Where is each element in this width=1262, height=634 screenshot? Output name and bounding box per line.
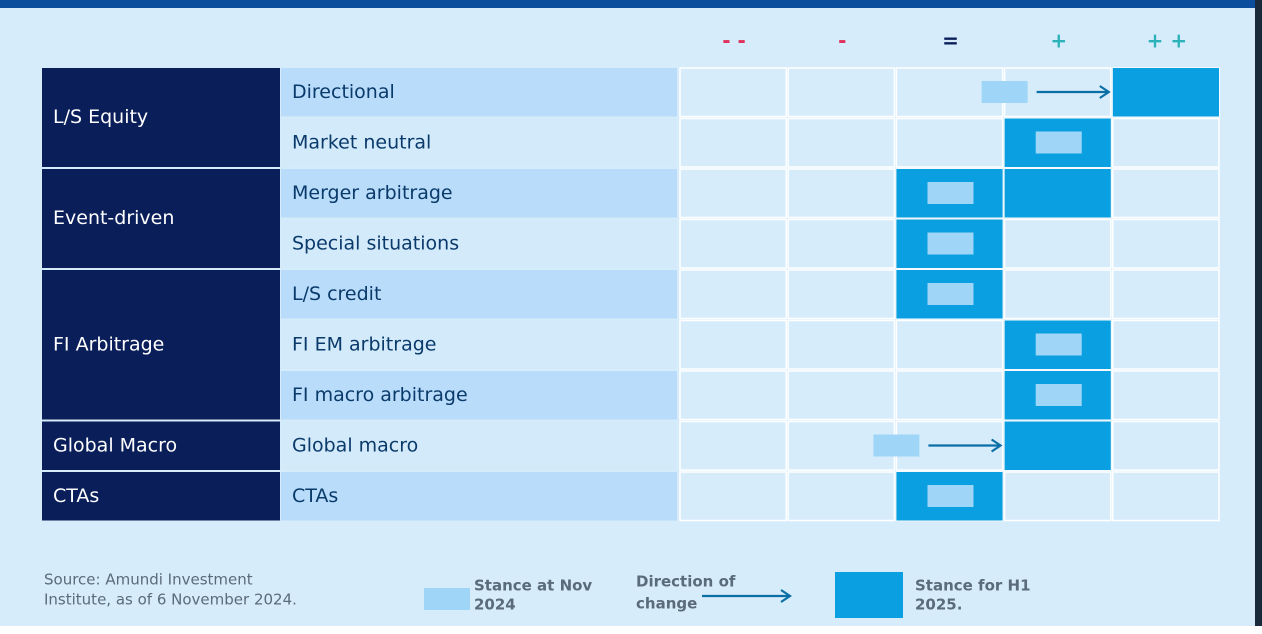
row-label-cell xyxy=(281,219,677,268)
group-label: Event-driven xyxy=(53,207,174,229)
grid-cell xyxy=(679,420,787,471)
grid-cell xyxy=(679,471,787,522)
grid-cell xyxy=(1003,218,1112,269)
scale-label: = xyxy=(942,29,959,53)
legend-label: Direction of xyxy=(636,573,736,591)
grid-cell xyxy=(787,269,896,320)
group-cell xyxy=(42,472,280,521)
grid-cell xyxy=(679,269,787,320)
now-stance xyxy=(1035,384,1082,406)
source: Source: Amundi Investment xyxy=(44,571,253,589)
grid-cell xyxy=(895,117,1004,168)
grid-cell xyxy=(895,319,1004,370)
row-label: CTAs xyxy=(292,485,338,507)
legend-label: 2025. xyxy=(915,596,962,614)
row-label: Merger arbitrage xyxy=(292,182,453,204)
scale-label: + + xyxy=(1147,29,1187,53)
legend-label: 2024 xyxy=(474,596,516,614)
grid-cell xyxy=(1112,319,1220,370)
now-stance xyxy=(927,232,974,255)
top-bar xyxy=(0,0,1262,8)
row-label-cell xyxy=(281,68,677,117)
group-label: L/S Equity xyxy=(53,106,148,128)
h1-stance xyxy=(1004,169,1111,218)
now-stance xyxy=(927,283,974,305)
scale-label: - xyxy=(838,29,846,53)
row-label: Directional xyxy=(292,81,395,103)
grid-cell xyxy=(1112,370,1220,421)
now-stance xyxy=(981,81,1028,103)
group-label: Global Macro xyxy=(53,434,177,456)
scale-label: + xyxy=(1050,29,1067,53)
grid-cell xyxy=(679,117,787,168)
right-edge xyxy=(1255,0,1262,630)
grid-cell xyxy=(787,168,896,219)
now-stance xyxy=(873,434,920,457)
grid-cell xyxy=(787,117,896,168)
row-label-cell xyxy=(281,169,677,218)
grid-cell xyxy=(1112,168,1220,219)
grid-cell xyxy=(679,168,787,219)
row-label-cell xyxy=(281,320,677,369)
now-stance xyxy=(1035,333,1082,356)
group-cell xyxy=(42,68,280,167)
group-label: FI Arbitrage xyxy=(53,333,164,355)
grid-cell xyxy=(1003,269,1112,320)
grid-cell xyxy=(787,218,896,269)
row-label: Market neutral xyxy=(292,131,431,153)
grid-cell xyxy=(1003,471,1112,522)
grid-cell xyxy=(679,370,787,421)
group-label: CTAs xyxy=(53,485,99,507)
grid-cell xyxy=(679,218,787,269)
grid-cell xyxy=(787,370,896,421)
grid-cell xyxy=(1112,218,1220,269)
group-cell xyxy=(42,270,280,420)
row-label-cell xyxy=(281,270,677,319)
legend-now xyxy=(424,588,470,610)
scale-label: - - xyxy=(722,29,746,53)
legend-label: Stance for H1 xyxy=(915,577,1031,595)
group-cell xyxy=(42,421,280,470)
group-cell xyxy=(42,169,280,268)
row-label-cell xyxy=(281,421,677,470)
legend-label: Stance at Nov xyxy=(474,577,592,595)
grid-cell xyxy=(787,67,896,118)
now-stance xyxy=(927,485,974,507)
now-stance xyxy=(927,182,974,204)
row-label-cell xyxy=(281,472,677,521)
row-label-cell xyxy=(281,371,677,420)
grid-cell xyxy=(895,370,1004,421)
grid-cell xyxy=(679,67,787,118)
bottom-edge xyxy=(0,626,1262,630)
row-label: Special situations xyxy=(292,232,459,254)
source: Institute, as of 6 November 2024. xyxy=(44,591,297,609)
grid-cell xyxy=(1112,420,1220,471)
row-label: FI macro arbitrage xyxy=(292,384,468,406)
grid-cell xyxy=(1112,117,1220,168)
row-label: FI EM arbitrage xyxy=(292,333,436,355)
grid-cell xyxy=(787,319,896,370)
grid-cell xyxy=(787,471,896,522)
row-label: L/S credit xyxy=(292,283,381,305)
now-stance xyxy=(1035,131,1082,154)
legend-label: change xyxy=(636,595,697,613)
grid-cell xyxy=(1112,471,1220,522)
legend-h1 xyxy=(835,572,903,618)
h1-stance xyxy=(1004,421,1111,470)
grid-cell xyxy=(679,319,787,370)
row-label: Global macro xyxy=(292,434,418,456)
row-label-cell xyxy=(281,118,677,167)
grid-cell xyxy=(1112,269,1220,320)
h1-stance xyxy=(1112,68,1219,117)
